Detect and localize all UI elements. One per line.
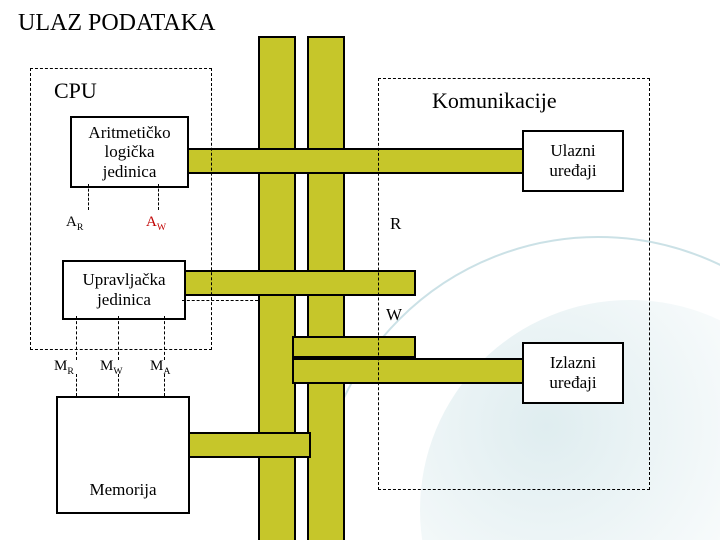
- signal-aw-sub: W: [157, 222, 166, 233]
- box-cu-label: Upravljačka jedinica: [82, 270, 165, 309]
- group-cpu-label: CPU: [54, 78, 97, 104]
- conn-cu-right: [182, 300, 258, 301]
- conn-mem-ma: [164, 374, 165, 396]
- box-input-devices: Ulazni uređaji: [522, 130, 624, 192]
- box-alu: Aritmetičko logička jedinica: [70, 116, 189, 188]
- signal-ar-sub: R: [77, 222, 84, 233]
- conn-mem-mr: [76, 374, 77, 396]
- box-memory-label: Memorija: [89, 480, 156, 500]
- conn-alu-ar: [88, 184, 89, 210]
- diagram-canvas: ULAZ PODATAKA CPU Komunikacije Aritmetič…: [0, 0, 720, 540]
- box-alu-label: Aritmetičko logička jedinica: [88, 123, 170, 182]
- signal-mw: MW: [100, 358, 123, 377]
- box-output-label: Izlazni uređaji: [549, 353, 596, 392]
- signal-aw: AW: [146, 214, 166, 233]
- conn-cu-mr: [76, 316, 77, 360]
- conn-alu-aw: [158, 184, 159, 210]
- group-comm-label: Komunikacije: [432, 88, 557, 114]
- signal-ma-sub: A: [163, 366, 170, 377]
- conn-mem-mw: [118, 374, 119, 396]
- signal-mr: MR: [54, 358, 74, 377]
- conn-cu-ma: [164, 316, 165, 360]
- box-output-devices: Izlazni uređaji: [522, 342, 624, 404]
- page-title: ULAZ PODATAKA: [18, 10, 215, 37]
- bus-mem-row: [186, 432, 311, 458]
- signal-r: R: [390, 214, 401, 234]
- signal-mw-sub: W: [113, 366, 122, 377]
- signal-mr-sub: R: [67, 366, 74, 377]
- box-memory: Memorija: [56, 396, 190, 514]
- signal-w: W: [386, 305, 402, 325]
- box-input-label: Ulazni uređaji: [549, 141, 596, 180]
- signal-ar: AR: [66, 214, 83, 233]
- box-cu: Upravljačka jedinica: [62, 260, 186, 320]
- conn-cu-mw: [118, 316, 119, 360]
- signal-ma: MA: [150, 358, 170, 377]
